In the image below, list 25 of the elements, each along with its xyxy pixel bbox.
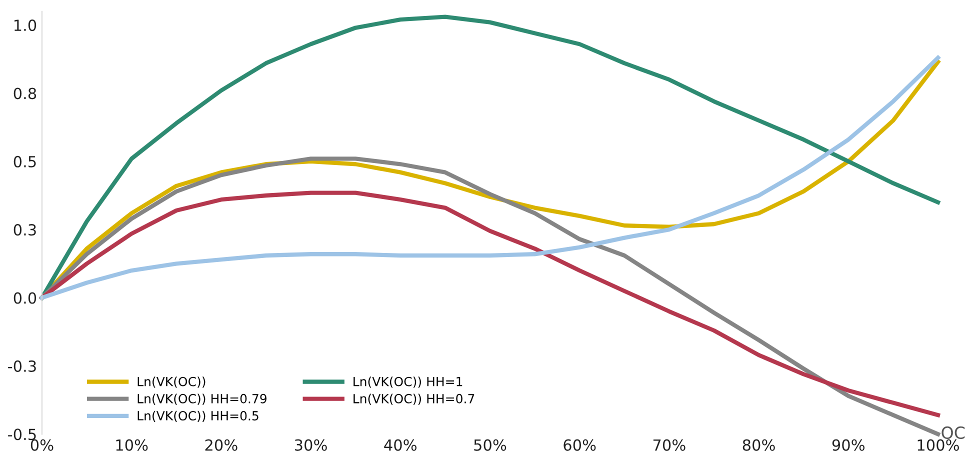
y-tick-label: -0.3	[8, 360, 36, 372]
y-tick-label: 0.3	[14, 224, 36, 236]
y-tick-label: 0.0	[14, 292, 36, 304]
y-tick-label: -0.5	[8, 428, 36, 440]
annotation: OC	[942, 426, 965, 439]
y-tick-label: 1.0	[14, 20, 36, 32]
x-tick-label: 60%	[564, 439, 596, 451]
x-tick-label: 50%	[474, 439, 506, 451]
x-tick-label: 70%	[653, 439, 686, 451]
x-tick-label: 100%	[918, 439, 959, 451]
y-tick-label: 0.8	[14, 88, 36, 100]
line-series	[40, 156, 940, 436]
legend-label: Ln(VK(OC)) HH=1	[354, 376, 462, 388]
legend-label: Ln(VK(OC)) HH=0.7	[354, 394, 474, 405]
x-tick-label: 90%	[832, 439, 865, 451]
x-tick-label: 0%	[30, 439, 54, 451]
x-tick-label: 20%	[205, 439, 238, 451]
legend-label: Ln(VK(OC))	[138, 376, 206, 388]
legend-label: Ln(VK(OC)) HH=0.79	[138, 394, 266, 405]
x-tick-label: 80%	[742, 439, 775, 451]
x-tick-label: 40%	[384, 439, 417, 451]
legend-label: Ln(VK(OC)) HH=0.5	[138, 410, 258, 422]
x-tick-label: 30%	[294, 439, 327, 451]
x-tick-label: 10%	[116, 439, 148, 451]
y-tick-label: 0.5	[14, 156, 36, 168]
